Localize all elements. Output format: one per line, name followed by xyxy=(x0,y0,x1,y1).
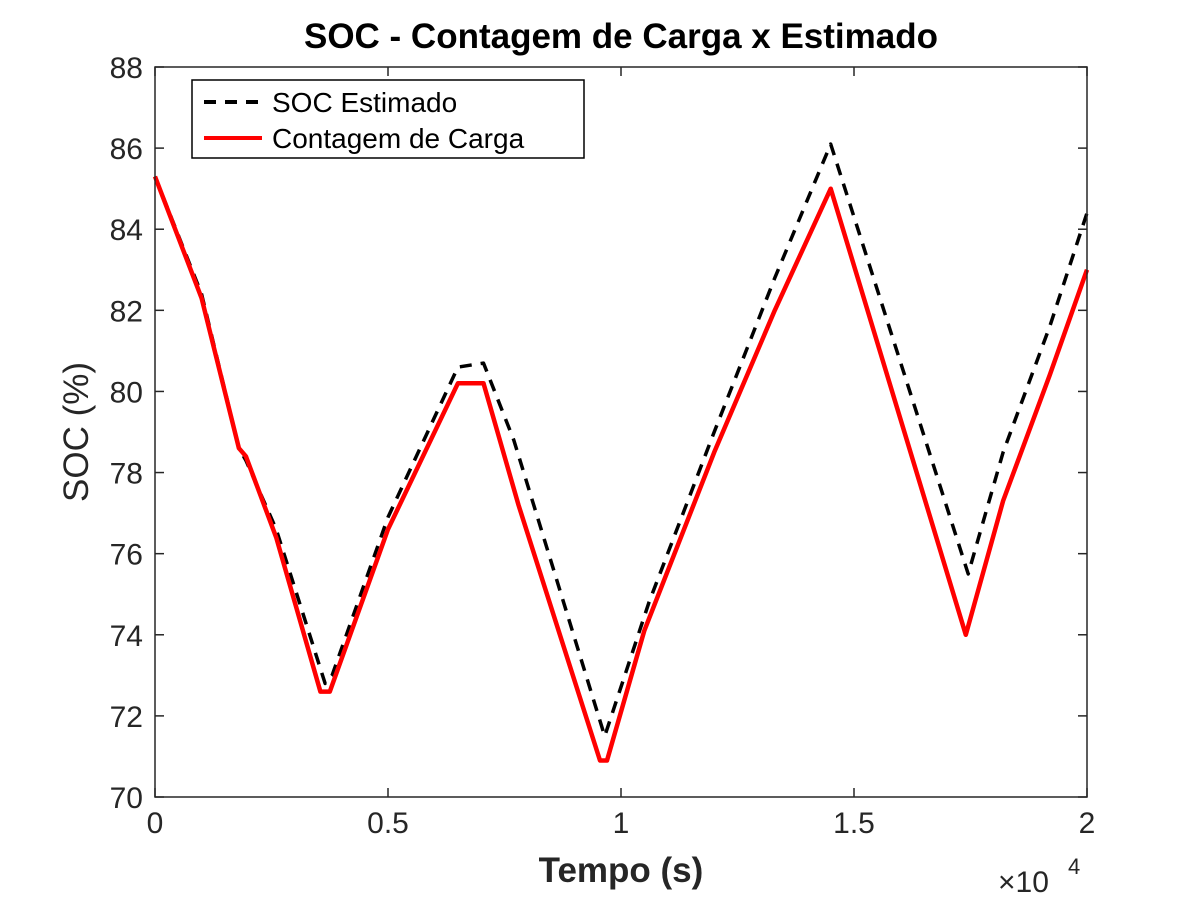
x-axis-exponent: ×10 4 xyxy=(998,854,1080,899)
series-line-soc-estimado xyxy=(153,142,1089,738)
x-axis-label: Tempo (s) xyxy=(539,851,704,890)
y-tick-label: 70 xyxy=(110,782,143,815)
series-layer xyxy=(152,142,1090,763)
x-tick-label: 2 xyxy=(1079,807,1096,840)
x-tick-label: 0 xyxy=(147,807,164,840)
chart-title: SOC - Contagem de Carga x Estimado xyxy=(304,17,938,56)
y-tick-label: 86 xyxy=(110,133,143,166)
y-tick-label: 88 xyxy=(110,52,143,85)
y-axis-label: SOC (%) xyxy=(57,362,96,502)
y-tick-label: 84 xyxy=(110,214,143,247)
legend-label-contagem-de-carga: Contagem de Carga xyxy=(272,123,525,154)
y-tick-label: 80 xyxy=(110,376,143,409)
legend: SOC Estimado Contagem de Carga xyxy=(191,79,585,159)
y-tick-label: 78 xyxy=(110,458,143,491)
y-tick-label: 74 xyxy=(110,620,143,653)
x-tick-label: 1 xyxy=(613,807,630,840)
tick-layer: 0 0.5 1 1.5 2 70 72 74 76 78 80 82 84 86 88 xyxy=(110,52,1096,840)
x-exponent-power: 4 xyxy=(1068,854,1080,879)
x-tick-label: 0.5 xyxy=(367,807,409,840)
series-line-contagem-de-carga xyxy=(152,175,1090,763)
legend-label-soc-estimado: SOC Estimado xyxy=(272,87,457,118)
y-tick-label: 72 xyxy=(110,701,143,734)
legend-box xyxy=(191,79,585,159)
x-tick-label: 1.5 xyxy=(833,807,875,840)
y-tick-label: 76 xyxy=(110,539,143,572)
y-tick-label: 82 xyxy=(110,295,143,328)
plot-area xyxy=(155,67,1087,797)
x-exponent-base: ×10 xyxy=(998,866,1049,899)
